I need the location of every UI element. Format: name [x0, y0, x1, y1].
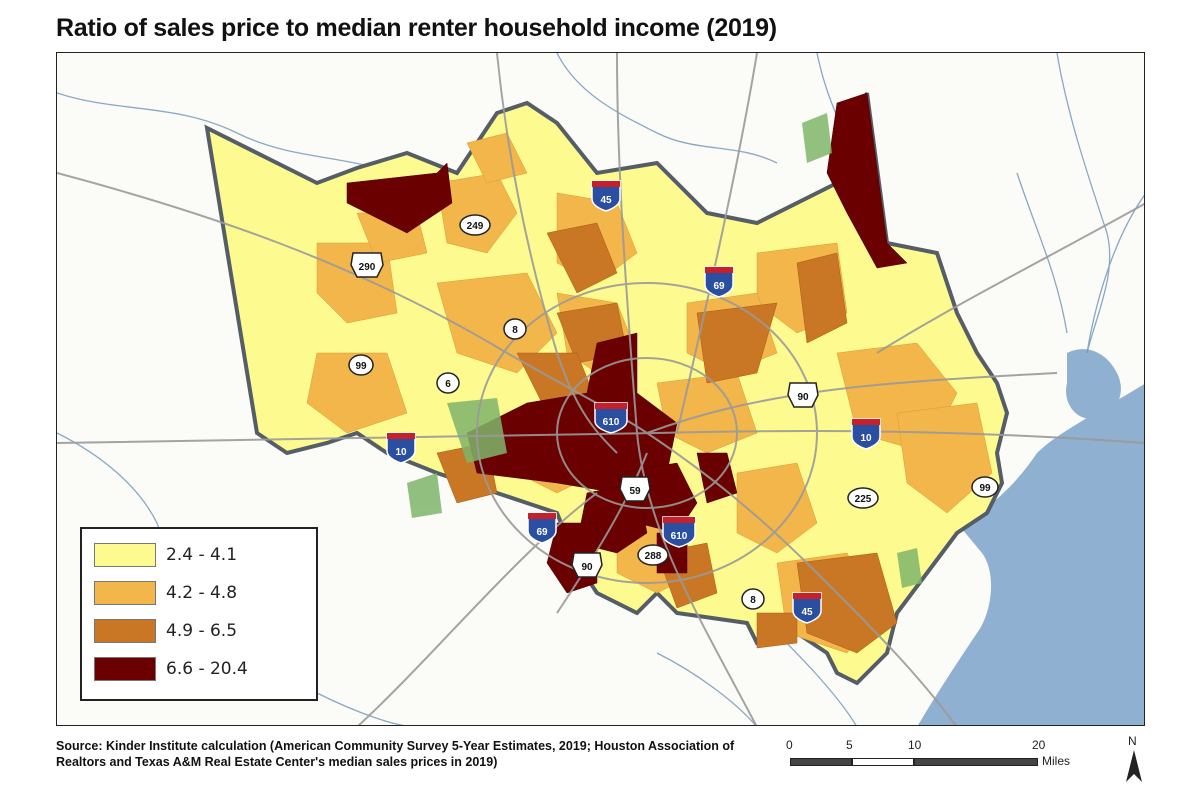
svg-text:610: 610: [603, 417, 620, 428]
svg-text:249: 249: [467, 221, 484, 232]
interstate-45-north-shield: 45: [591, 180, 621, 212]
legend-label: 2.4 - 4.1: [166, 545, 238, 565]
interstate-610-south-shield: 610: [662, 516, 696, 548]
svg-text:10: 10: [395, 447, 407, 458]
legend-label: 4.2 - 4.8: [166, 583, 238, 603]
legend-item-2.4-4.1: 2.4 - 4.1: [94, 543, 237, 567]
svg-text:8: 8: [750, 595, 756, 606]
legend-item-4.2-4.8: 4.2 - 4.8: [94, 581, 237, 605]
svg-text:99: 99: [355, 361, 367, 372]
svg-text:99: 99: [979, 483, 991, 494]
interstate-10-east-shield: 10: [851, 418, 881, 450]
legend-label: 6.6 - 20.4: [166, 659, 248, 679]
scale-tick-5: 5: [846, 738, 853, 752]
map-title: Ratio of sales price to median renter ho…: [56, 14, 777, 42]
scale-tick-10: 10: [908, 738, 922, 752]
svg-text:6: 6: [445, 379, 451, 390]
svg-text:90: 90: [581, 562, 593, 573]
interstate-610-north-shield: 610: [594, 402, 628, 434]
sh-8-west-shield: 8: [503, 318, 527, 340]
sh-8-south-shield: 8: [741, 588, 765, 610]
north-label: N: [1128, 734, 1137, 748]
us-290-shield: 290: [350, 252, 384, 278]
legend-swatch: [94, 619, 156, 643]
us-59-shield: 59: [619, 476, 651, 502]
svg-text:90: 90: [797, 392, 809, 403]
svg-text:45: 45: [600, 195, 612, 206]
svg-text:69: 69: [536, 527, 548, 538]
north-arrow: N: [1124, 734, 1144, 784]
sh-249-shield: 249: [459, 214, 491, 236]
galveston-bay: [918, 384, 1144, 725]
svg-text:59: 59: [629, 486, 641, 497]
map-canvas: 45 69 610 10 10 69 6: [57, 53, 1144, 725]
scale-unit: Miles: [1042, 754, 1071, 768]
scale-tick-0: 0: [786, 738, 793, 752]
us-90-south-shield: 90: [571, 552, 603, 578]
svg-text:225: 225: [855, 494, 872, 505]
legend-item-4.9-6.5: 4.9 - 6.5: [94, 619, 237, 643]
interstate-69-north-shield: 69: [704, 266, 734, 298]
map-legend: 2.4 - 4.1 4.2 - 4.8 4.9 - 6.5 6.6 - 20.4: [80, 527, 318, 701]
legend-swatch: [94, 581, 156, 605]
us-90-east-shield: 90: [787, 382, 819, 408]
svg-text:45: 45: [801, 607, 813, 618]
north-arrow-icon: [1126, 750, 1142, 782]
legend-label: 4.9 - 6.5: [166, 621, 238, 641]
svg-text:69: 69: [713, 281, 725, 292]
interstate-45-south-shield: 45: [792, 592, 822, 624]
svg-text:8: 8: [512, 325, 518, 336]
svg-text:288: 288: [645, 551, 662, 562]
scale-segment: [790, 758, 852, 766]
source-note: Source: Kinder Institute calculation (Am…: [56, 739, 735, 769]
scale-bar: 0 5 10 20 Miles: [780, 738, 1100, 778]
svg-text:290: 290: [359, 262, 376, 273]
scale-segment: [914, 758, 1038, 766]
legend-swatch: [94, 543, 156, 567]
sh-99-east-shield: 99: [971, 476, 999, 498]
sh-225-shield: 225: [847, 487, 879, 509]
interstate-10-west-shield: 10: [386, 432, 416, 464]
bay-inlet: [1066, 349, 1121, 419]
legend-swatch: [94, 657, 156, 681]
sh-288-shield: 288: [637, 544, 669, 566]
svg-text:10: 10: [860, 433, 872, 444]
scale-segment: [852, 758, 914, 766]
roads: [57, 53, 1144, 725]
interstate-69-south-shield: 69: [527, 512, 557, 544]
svg-text:610: 610: [671, 531, 688, 542]
sh-6-shield: 6: [436, 372, 460, 394]
legend-item-6.6-20.4: 6.6 - 20.4: [94, 657, 248, 681]
scale-tick-20: 20: [1032, 738, 1046, 752]
sh-99-west-shield: 99: [348, 354, 374, 376]
